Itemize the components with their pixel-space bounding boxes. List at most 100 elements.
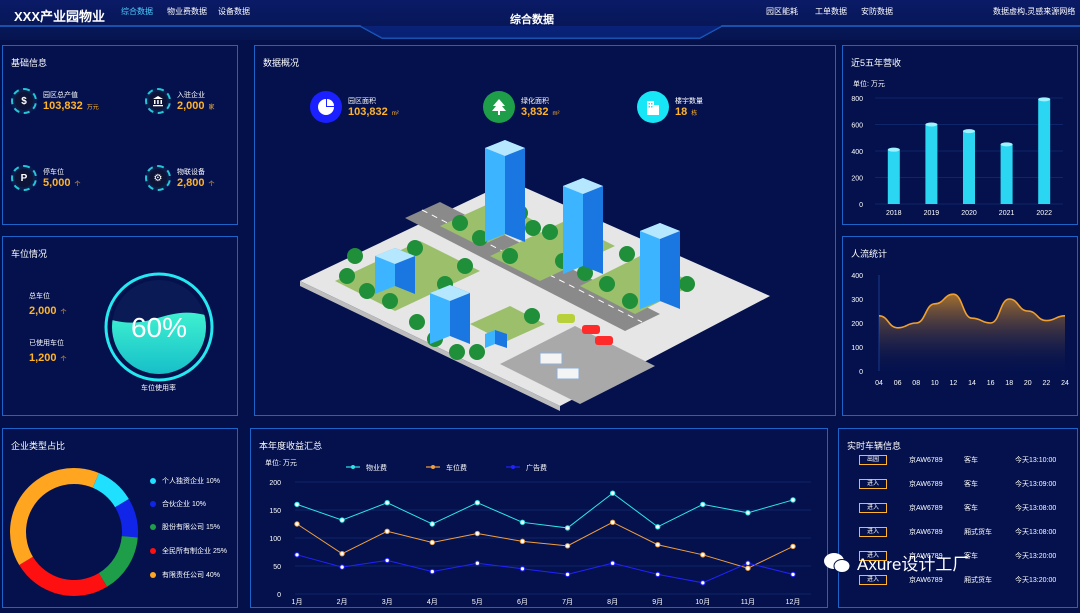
legend-label: 全民所有制企业 25% [162, 548, 227, 555]
y-tick-label: 600 [851, 123, 863, 130]
x-tick-label: 11月 [741, 598, 755, 606]
panel-title: 企业类型占比 [11, 441, 66, 451]
stat-label: 入驻企业 [177, 92, 205, 99]
tree-icon [483, 91, 515, 123]
legend-swatch [150, 548, 156, 554]
vehicle-action-tag: 进入 [859, 575, 887, 585]
series-line [296, 554, 794, 584]
unit-label: 单位: 万元 [853, 81, 885, 88]
x-tick-label: 8月 [607, 598, 618, 606]
parking-usage-gauge: 60% [104, 272, 214, 382]
stat-label: 楼宇数量 [675, 98, 703, 105]
stat-output: $ 园区总产值 103,832 万元 [11, 88, 99, 114]
stat-unit: 万元 [86, 105, 99, 111]
watermark-text: Axure设计工厂 [857, 555, 970, 574]
vehicle-plate: 京AW6789 [909, 553, 943, 560]
x-tick-label: 06 [894, 380, 902, 387]
revenue-panel: 近5五年营收 单位: 万元 0 200 400 600 800 2018 2019 2020 2… [842, 45, 1078, 225]
legend-item: 个人独资企业 10% [150, 476, 220, 486]
used-parking-value: 1,200 个 [29, 352, 67, 364]
total-parking-label: 总车位 [29, 293, 50, 300]
vehicle-type: 客车 [964, 457, 978, 464]
data-point [384, 500, 390, 506]
stat-value: 2,800 [177, 177, 205, 189]
x-tick-label: 4月 [427, 598, 438, 606]
x-tick-label: 22 [1043, 380, 1051, 387]
stat-unit: m² [552, 111, 560, 117]
overview-panel: 数据概况 园区面积 103,832 m² 绿化面积 3,832 m² 楼宇数量 18… [254, 45, 836, 416]
x-tick-label: 10月 [695, 598, 710, 606]
data-point [700, 552, 706, 558]
nav-comprehensive[interactable]: 综合数据 [121, 7, 153, 16]
y-tick-label: 300 [851, 297, 863, 304]
bar-cap [887, 147, 900, 152]
moneybag-icon: $ [15, 92, 33, 110]
legend-label: 合伙企业 10% [162, 501, 206, 508]
stat-value: 103,832 [348, 106, 388, 118]
overview-green: 绿化面积 3,832 m² [483, 91, 560, 123]
legend-swatch [150, 572, 156, 578]
data-point [609, 560, 616, 566]
vehicle-plate: 京AW6789 [909, 481, 943, 488]
legend-label: 物业费 [366, 463, 387, 472]
donut-slice [98, 536, 138, 587]
nav-property-fee[interactable]: 物业费数据 [167, 7, 207, 16]
data-point [474, 560, 481, 566]
basic-info-panel: 基础信息 $ 园区总产值 103,832 万元 入驻企业 2,000 家 P 停车位… [2, 45, 238, 225]
y-tick-label: 400 [851, 149, 863, 156]
stat-unit: 个 [74, 182, 81, 188]
parking-rate-label: 车位使用率 [141, 385, 176, 392]
stat-label: 停车位 [43, 169, 64, 176]
overview-buildings: 楼宇数量 18 栋 [637, 91, 703, 123]
traffic-panel: 人流统计 0 100 200 300 400 04 06 08 10 12 14 16 18 20 22 24 [842, 236, 1078, 416]
y-tick-label: 400 [851, 273, 863, 280]
x-tick-label: 18 [1005, 380, 1013, 387]
stat-value: 103,832 [43, 100, 83, 112]
app-title: XXX产业园物业 [14, 9, 106, 24]
panel-title: 本年度收益汇总 [259, 441, 323, 451]
data-point [429, 539, 435, 546]
nav-security[interactable]: 安防数据 [861, 7, 893, 16]
stat-value: 5,000 [43, 177, 71, 189]
data-point [655, 524, 661, 530]
donut-slice [19, 556, 108, 596]
data-point [429, 568, 435, 575]
bar [1038, 99, 1051, 204]
x-tick-label: 04 [875, 380, 883, 387]
legend-item: 全民所有制企业 25% [150, 546, 227, 556]
vehicle-row: 进入 京AW6789 厢式货车 今天13:08:00 [839, 527, 1077, 541]
legend-item: 合伙企业 10% [150, 499, 206, 509]
vehicle-time: 今天13:20:00 [1015, 553, 1057, 560]
panel-title: 车位情况 [11, 249, 48, 259]
x-tick-label: 10 [931, 380, 939, 387]
y-tick-label: 150 [269, 508, 281, 515]
total-parking-value: 2,000 个 [29, 305, 67, 317]
x-tick-label: 6月 [517, 598, 528, 606]
bar [887, 149, 900, 204]
donut-slice [10, 468, 99, 566]
data-point [790, 497, 796, 503]
vehicle-row: 进入 京AW6789 客车 今天13:20:00 [839, 551, 1077, 565]
bar-cap [925, 122, 938, 127]
nav-energy[interactable]: 园区能耗 [766, 7, 798, 16]
y-tick-label: 100 [269, 536, 281, 543]
vehicle-row: 进入 京AW6789 厢式货车 今天13:20:00 [839, 575, 1077, 589]
x-tick-label: 12月 [786, 598, 801, 606]
series-line [296, 492, 794, 529]
vehicle-action-tag: 进入 [859, 551, 887, 561]
y-tick-label: 0 [859, 202, 863, 209]
nav-workorder[interactable]: 工单数据 [815, 7, 847, 16]
x-tick-label: 2018 [886, 210, 902, 217]
stat-enterprises: 入驻企业 2,000 家 [145, 88, 215, 114]
nav-device[interactable]: 设备数据 [218, 7, 250, 16]
data-point [474, 530, 481, 537]
legend-label: 个人独资企业 10% [162, 478, 220, 485]
x-tick-label: 1月 [292, 598, 303, 606]
park-isometric-illustration [300, 140, 770, 411]
panel-title: 数据概况 [263, 58, 300, 68]
area-fill [879, 294, 1065, 371]
stat-unit: 个 [60, 310, 67, 316]
y-tick-label: 0 [277, 592, 281, 599]
vehicle-type: 厢式货车 [964, 577, 992, 584]
vehicle-action-tag: 进入 [859, 503, 887, 513]
